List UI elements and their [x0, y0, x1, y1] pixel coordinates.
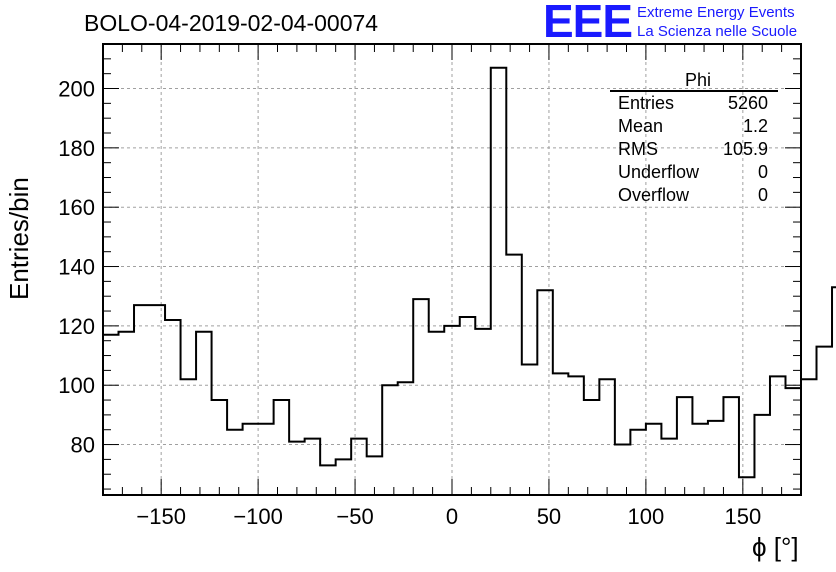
- y-axis-label: Entries/bin: [4, 177, 34, 300]
- y-tick-label: 100: [58, 373, 95, 398]
- x-tick-label: 50: [537, 504, 561, 529]
- x-tick-label: 0: [446, 504, 458, 529]
- eee-logo-text: Extreme Energy Events La Scienza nelle S…: [637, 3, 797, 41]
- x-tick-label: 100: [628, 504, 665, 529]
- stats-row-underflow: Underflow 0: [610, 161, 778, 184]
- stats-row-overflow: Overflow 0: [610, 184, 778, 207]
- eee-logo-mark: EEE: [543, 0, 633, 47]
- x-axis-label: ϕ [°]: [752, 532, 799, 562]
- y-tick-label: 140: [58, 255, 95, 280]
- stats-value: 0: [757, 185, 768, 205]
- x-tick-label: −100: [233, 504, 283, 529]
- stats-label: Mean: [618, 116, 664, 136]
- stats-label: RMS: [618, 139, 658, 159]
- logo-line-2: La Scienza nelle Scuole: [637, 23, 798, 40]
- stats-value: 5260: [727, 93, 768, 113]
- x-tick-label: −50: [336, 504, 373, 529]
- stats-row-entries: Entries 5260: [610, 92, 778, 115]
- stats-value: 1.2: [742, 116, 768, 136]
- y-tick-label: 200: [58, 77, 95, 102]
- stats-title: Phi: [610, 70, 778, 92]
- stats-label: Entries: [618, 93, 675, 113]
- x-tick-label: 150: [724, 504, 761, 529]
- stats-label: Overflow: [618, 185, 690, 205]
- stats-label: Underflow: [618, 162, 700, 182]
- stats-box: Phi Entries 5260 Mean 1.2 RMS 105.9 Unde…: [610, 70, 778, 207]
- x-tick-label: −150: [136, 504, 186, 529]
- y-tick-label: 80: [71, 433, 95, 458]
- y-tick-label: 180: [58, 136, 95, 161]
- y-tick-label: 160: [58, 195, 95, 220]
- chart-title: BOLO-04-2019-02-04-00074: [84, 10, 379, 36]
- stats-row-mean: Mean 1.2: [610, 115, 778, 138]
- stats-row-rms: RMS 105.9: [610, 138, 778, 161]
- stats-value: 105.9: [722, 139, 768, 159]
- stats-value: 0: [757, 162, 768, 182]
- logo-line-1: Extreme Energy Events: [637, 4, 795, 21]
- plot-frame: [102, 43, 802, 496]
- y-tick-label: 120: [58, 314, 95, 339]
- histogram-series: [103, 66, 836, 479]
